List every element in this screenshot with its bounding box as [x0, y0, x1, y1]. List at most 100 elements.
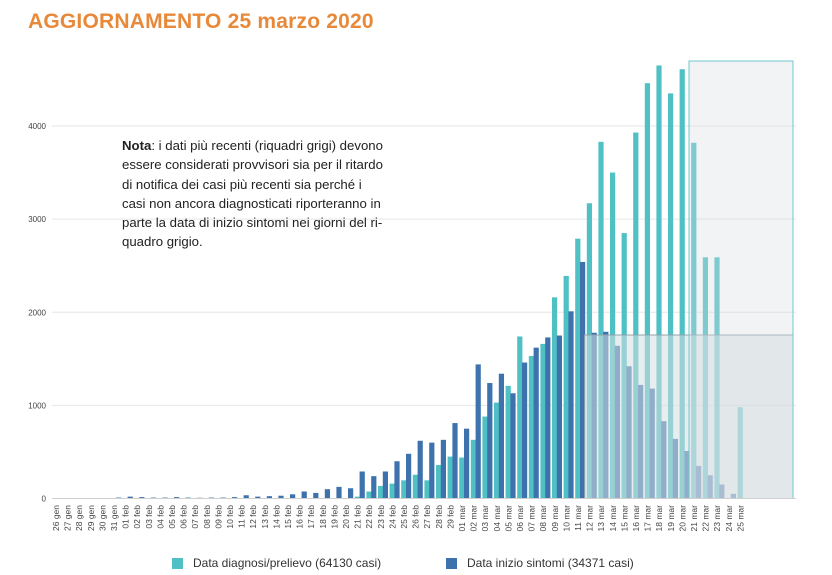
- bar-sintomi: [278, 495, 284, 499]
- note-text: Nota: i dati più recenti (riquadri grigi…: [122, 136, 384, 252]
- bar-sintomi: [556, 335, 562, 499]
- x-tick-label: 05 feb: [167, 505, 177, 529]
- bar-diagnosi: [401, 480, 407, 499]
- bar-diagnosi: [575, 238, 581, 499]
- y-tick-label: 4000: [28, 122, 46, 131]
- legend-label-sintomi: Data inizio sintomi (34371 casi): [467, 556, 634, 570]
- legend-item-diagnosi: Data diagnosi/prelievo (64130 casi): [172, 556, 381, 570]
- x-tick-label: 30 gen: [97, 505, 107, 531]
- bar-sintomi: [336, 486, 342, 499]
- bar-sintomi: [498, 373, 504, 499]
- bar-sintomi: [510, 393, 516, 499]
- x-tick-label: 12 feb: [248, 505, 258, 529]
- bar-diagnosi: [412, 474, 418, 499]
- bar-diagnosi: [424, 480, 430, 499]
- bar-sintomi: [243, 495, 249, 499]
- x-tick-label: 01 feb: [121, 505, 131, 529]
- bar-sintomi: [545, 337, 551, 499]
- x-tick-label: 21 feb: [353, 505, 363, 529]
- x-tick-label: 20 mar: [677, 505, 687, 532]
- x-tick-label: 27 gen: [63, 505, 73, 531]
- bar-sintomi: [359, 471, 365, 499]
- bar-diagnosi: [494, 402, 500, 499]
- x-tick-label: 08 feb: [202, 505, 212, 529]
- x-tick-label: 15 mar: [619, 505, 629, 532]
- bar-sintomi: [348, 488, 354, 499]
- bar-diagnosi: [459, 457, 465, 499]
- x-tick-label: 23 feb: [376, 505, 386, 529]
- x-tick-label: 17 feb: [306, 505, 316, 529]
- bar-sintomi: [533, 347, 539, 499]
- bar-sintomi: [429, 442, 435, 499]
- bar-diagnosi: [482, 416, 488, 499]
- x-tick-label: 22 mar: [701, 505, 711, 532]
- x-tick-label: 13 mar: [596, 505, 606, 532]
- x-tick-label: 02 mar: [469, 505, 479, 532]
- bar-sintomi: [232, 497, 238, 499]
- x-tick-label: 14 mar: [608, 505, 618, 532]
- bar-sintomi: [313, 492, 319, 499]
- x-tick-label: 16 mar: [631, 505, 641, 532]
- x-tick-label: 04 feb: [155, 505, 165, 529]
- bar-sintomi: [475, 364, 481, 499]
- legend-item-sintomi: Data inizio sintomi (34371 casi): [446, 556, 634, 570]
- x-tick-label: 12 mar: [585, 505, 595, 532]
- bar-diagnosi: [691, 142, 697, 499]
- bar-diagnosi: [598, 141, 604, 499]
- bar-sintomi: [255, 496, 261, 499]
- x-tick-label: 13 feb: [260, 505, 270, 529]
- bar-sintomi: [394, 461, 400, 499]
- x-tick-label: 14 feb: [271, 505, 281, 529]
- x-tick-label: 04 mar: [492, 505, 502, 532]
- legend-swatch-diagnosi: [172, 557, 183, 569]
- bar-diagnosi: [563, 275, 569, 499]
- x-tick-label: 16 feb: [295, 505, 305, 529]
- x-tick-label: 05 mar: [503, 505, 513, 532]
- bar-diagnosi: [436, 464, 442, 499]
- legend-label-diagnosi: Data diagnosi/prelievo (64130 casi): [193, 556, 382, 570]
- x-tick-label: 22 feb: [364, 505, 374, 529]
- x-tick-label: 23 mar: [712, 505, 722, 532]
- bar-diagnosi: [633, 132, 639, 499]
- x-tick-label: 20 feb: [341, 505, 351, 529]
- x-tick-label: 03 feb: [144, 505, 154, 529]
- bar-diagnosi: [366, 491, 372, 499]
- y-tick-label: 3000: [28, 215, 46, 224]
- x-tick-label: 01 mar: [457, 505, 467, 532]
- bar-diagnosi: [528, 356, 534, 499]
- bar-sintomi: [568, 311, 574, 499]
- bar-sintomi: [440, 439, 446, 499]
- x-tick-label: 10 mar: [561, 505, 571, 532]
- x-tick-label: 02 feb: [132, 505, 142, 529]
- bar-sintomi: [406, 453, 412, 499]
- x-tick-label: 29 gen: [86, 505, 96, 531]
- bar-diagnosi: [447, 456, 453, 499]
- grey-box-diagnosi: [688, 60, 794, 499]
- x-tick-label: 06 feb: [179, 505, 189, 529]
- x-tick-label: 15 feb: [283, 505, 293, 529]
- y-tick-label: 2000: [28, 308, 46, 317]
- bar-diagnosi: [517, 336, 523, 499]
- x-tick-label: 07 mar: [527, 505, 537, 532]
- bar-sintomi: [487, 383, 493, 499]
- note-label: Nota: [122, 138, 152, 153]
- x-tick-label: 21 mar: [689, 505, 699, 532]
- x-tick-label: 10 feb: [225, 505, 235, 529]
- bar-sintomi: [324, 489, 330, 499]
- y-tick-label: 0: [42, 495, 47, 504]
- bar-sintomi: [522, 362, 528, 499]
- bar-diagnosi: [656, 65, 662, 499]
- x-tick-label: 26 feb: [411, 505, 421, 529]
- x-tick-label: 07 feb: [190, 505, 200, 529]
- x-tick-label: 08 mar: [538, 505, 548, 532]
- bar-sintomi: [580, 261, 586, 499]
- x-tick-label: 28 gen: [74, 505, 84, 531]
- bar-sintomi: [452, 423, 458, 499]
- x-tick-label: 24 feb: [387, 505, 397, 529]
- x-tick-label: 11 feb: [237, 505, 247, 528]
- bar-sintomi: [174, 497, 180, 499]
- x-tick-label: 27 feb: [422, 505, 432, 529]
- y-tick-label: 1000: [28, 401, 46, 410]
- bar-sintomi: [371, 476, 377, 499]
